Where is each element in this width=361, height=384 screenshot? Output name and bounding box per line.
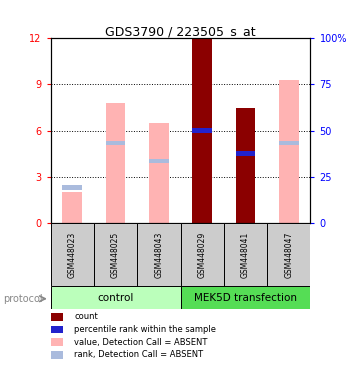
Text: GSM448029: GSM448029 <box>198 231 206 278</box>
Text: GSM448041: GSM448041 <box>241 231 250 278</box>
Text: MEK5D transfection: MEK5D transfection <box>194 293 297 303</box>
Bar <box>224 223 267 286</box>
Text: GDS3790 / 223505_s_at: GDS3790 / 223505_s_at <box>105 25 256 38</box>
Bar <box>180 223 224 286</box>
Text: value, Detection Call = ABSENT: value, Detection Call = ABSENT <box>74 338 207 347</box>
Bar <box>106 141 125 145</box>
Bar <box>62 185 82 190</box>
Text: protocol: protocol <box>4 294 43 304</box>
Text: control: control <box>97 293 134 303</box>
Bar <box>192 128 212 133</box>
Text: GSM448047: GSM448047 <box>284 231 293 278</box>
Bar <box>51 286 180 309</box>
Bar <box>149 123 169 223</box>
Text: percentile rank within the sample: percentile rank within the sample <box>74 325 216 334</box>
Bar <box>236 108 255 223</box>
Bar <box>106 103 125 223</box>
Bar <box>62 192 82 223</box>
Text: GSM448043: GSM448043 <box>155 231 163 278</box>
Bar <box>192 38 212 223</box>
Text: rank, Detection Call = ABSENT: rank, Detection Call = ABSENT <box>74 350 203 359</box>
Bar <box>267 223 310 286</box>
Bar <box>149 159 169 164</box>
Text: GSM448023: GSM448023 <box>68 231 77 278</box>
Text: GSM448025: GSM448025 <box>111 231 120 278</box>
Bar <box>180 286 310 309</box>
Bar <box>94 223 137 286</box>
Bar <box>137 223 180 286</box>
Bar <box>279 80 299 223</box>
Bar <box>279 141 299 145</box>
Text: count: count <box>74 312 98 321</box>
Bar <box>51 223 94 286</box>
Bar <box>236 151 255 156</box>
